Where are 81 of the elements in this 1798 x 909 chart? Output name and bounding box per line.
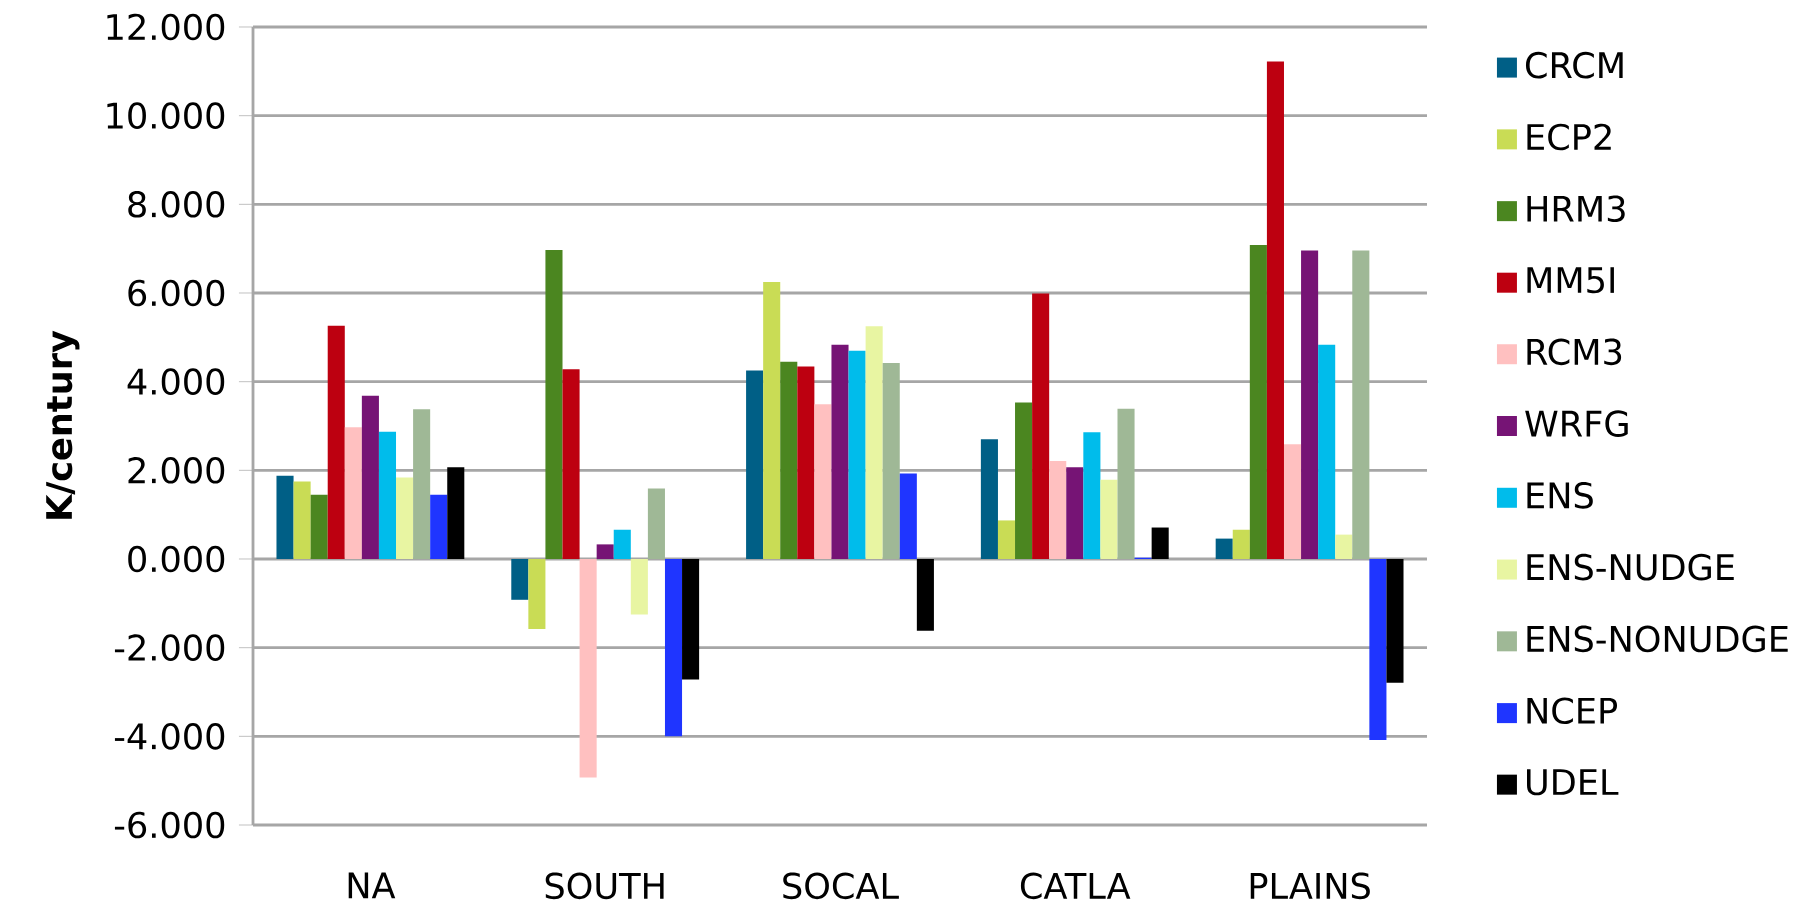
legend-label: RCM3 xyxy=(1527,338,1622,366)
bar xyxy=(1301,250,1319,559)
bar xyxy=(596,544,614,559)
bar xyxy=(630,559,648,615)
legend-label: HRM3 xyxy=(1527,195,1625,223)
bar xyxy=(528,559,546,630)
bar xyxy=(1386,559,1404,683)
legend-label: ENS xyxy=(1527,482,1593,509)
bar xyxy=(1369,559,1387,740)
bar xyxy=(613,529,631,559)
bar xyxy=(1117,408,1135,559)
bar xyxy=(562,369,580,559)
bar xyxy=(797,366,815,559)
legend-label: ENS-NONUDGE xyxy=(1527,625,1788,653)
legend-label: MM5I xyxy=(1527,267,1614,294)
y-tick-label: 12.000 xyxy=(107,13,225,41)
bar xyxy=(865,326,883,559)
y-tick-label: -4.000 xyxy=(114,723,225,750)
y-tick-label: 10.000 xyxy=(107,102,225,129)
bar xyxy=(763,281,781,559)
bar xyxy=(831,344,849,559)
bar xyxy=(899,473,917,559)
bar xyxy=(447,467,465,559)
bar xyxy=(1249,245,1267,559)
bar xyxy=(1083,432,1101,559)
bar xyxy=(1335,534,1353,559)
bar xyxy=(511,559,529,600)
y-tick-label: 0.000 xyxy=(128,545,225,573)
bar xyxy=(1352,250,1370,559)
bar xyxy=(1283,444,1302,559)
bar xyxy=(276,475,294,559)
bar xyxy=(814,404,832,559)
bar xyxy=(378,431,397,559)
bar xyxy=(664,559,683,737)
x-tick-label: NA xyxy=(348,872,396,899)
bar xyxy=(344,427,362,559)
bar xyxy=(545,250,563,559)
bar xyxy=(647,488,665,559)
bar xyxy=(1049,461,1067,559)
x-tick-label: PLAINS xyxy=(1250,872,1370,900)
bar xyxy=(327,325,345,559)
bar xyxy=(682,559,700,680)
legend-label: ECP2 xyxy=(1527,123,1611,151)
x-tick-label: SOCAL xyxy=(783,872,899,900)
legend-label: UDEL xyxy=(1527,769,1619,796)
bar xyxy=(882,363,900,559)
legend-label: CRCM xyxy=(1525,51,1623,79)
bar xyxy=(1066,467,1084,559)
bar xyxy=(780,361,798,559)
x-tick-label: CATLA xyxy=(1020,872,1131,900)
bar xyxy=(746,370,764,559)
bar xyxy=(980,439,998,559)
legend-label: WRFG xyxy=(1525,410,1628,437)
bar xyxy=(361,395,379,559)
y-tick-label: 4.000 xyxy=(127,368,225,395)
legend-label: NCEP xyxy=(1527,697,1618,725)
bar xyxy=(848,350,866,559)
bar xyxy=(1266,61,1284,559)
y-tick-label: 8.000 xyxy=(128,191,225,218)
bar xyxy=(396,477,414,559)
y-tick-label: -2.000 xyxy=(114,634,225,661)
bar xyxy=(430,494,448,559)
bar xyxy=(1100,479,1118,559)
bar xyxy=(1151,527,1169,559)
bar xyxy=(1032,293,1050,559)
x-tick-label: SOUTH xyxy=(545,872,664,900)
bar xyxy=(916,559,934,631)
y-axis-title: K/century xyxy=(46,330,80,519)
bar xyxy=(1232,529,1250,559)
bar xyxy=(997,520,1016,559)
y-tick-label: -6.000 xyxy=(114,811,225,839)
bar xyxy=(293,481,311,559)
y-tick-label: 6.000 xyxy=(128,279,225,307)
bar xyxy=(413,409,431,559)
bar xyxy=(1318,344,1336,559)
bar xyxy=(1215,538,1233,559)
bar xyxy=(579,559,597,778)
bar xyxy=(310,494,328,559)
y-tick-label: 2.000 xyxy=(128,457,225,484)
bar xyxy=(1015,402,1033,559)
legend-label: ENS-NUDGE xyxy=(1527,553,1734,581)
